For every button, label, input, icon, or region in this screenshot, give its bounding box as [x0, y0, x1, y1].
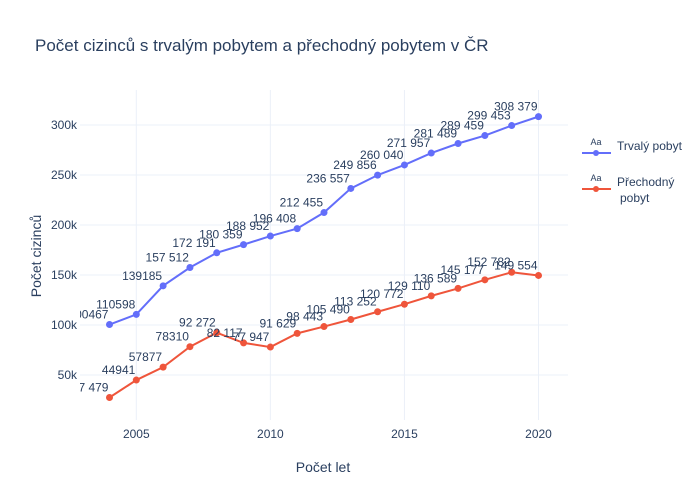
legend-label-cont: pobyt	[620, 191, 650, 205]
data-point	[427, 149, 435, 157]
data-point	[213, 329, 221, 337]
data-label: 78310	[156, 330, 190, 344]
data-point	[105, 394, 113, 402]
data-point	[293, 225, 301, 233]
data-point	[186, 343, 194, 351]
data-label: 271 957	[387, 136, 431, 150]
data-point	[374, 308, 382, 316]
data-point	[105, 321, 113, 329]
data-label: 308 379	[494, 100, 538, 114]
data-point	[374, 171, 382, 179]
legend-label: Trvalý pobyt	[617, 139, 683, 153]
data-label: 157 512	[146, 250, 190, 264]
data-point	[535, 271, 543, 279]
y-tick-label: 150k	[51, 268, 78, 282]
data-label: 236 557	[306, 171, 350, 185]
data-point	[481, 132, 489, 140]
legend-symbol-text: Aa	[590, 137, 601, 147]
data-label: 212 455	[280, 196, 324, 210]
data-point	[320, 323, 328, 331]
data-label: 82 117	[207, 326, 243, 340]
data-point	[240, 241, 248, 249]
y-tick-label: 50k	[58, 368, 78, 382]
data-point	[186, 263, 194, 271]
data-label: 196 408	[253, 212, 297, 226]
legend-label: Přechodný	[617, 175, 674, 189]
y-tick-label: 300k	[51, 118, 78, 132]
series-line-1	[109, 115, 539, 326]
data-label: 91 629	[259, 316, 296, 330]
data-point	[132, 376, 140, 384]
data-point	[508, 268, 516, 276]
y-tick-label: 250k	[51, 168, 78, 182]
data-point	[132, 310, 140, 318]
data-label: 98 443	[286, 310, 323, 324]
data-point	[347, 184, 355, 192]
y-tick-label: 100k	[51, 318, 78, 332]
data-label: 139185	[122, 269, 162, 283]
data-point	[320, 209, 328, 217]
x-tick-label: 2015	[391, 427, 418, 441]
data-point	[400, 300, 408, 308]
data-point	[454, 140, 462, 148]
data-point	[240, 339, 248, 347]
chart-title: Počet cizinců s trvalým pobytem a přecho…	[35, 36, 489, 55]
legend-symbol-text: Aa	[590, 173, 601, 183]
data-label: 110598	[96, 297, 135, 311]
data-label: 172 191	[172, 236, 216, 250]
data-point	[159, 282, 167, 290]
legend-marker	[593, 150, 599, 156]
data-point	[481, 276, 489, 284]
data-label: 113 252	[334, 295, 377, 309]
data-point	[535, 113, 543, 121]
data-label: 100467	[68, 308, 108, 322]
data-label: 145 177	[440, 263, 484, 277]
data-label: 77 947	[233, 330, 270, 344]
data-label: 129 110	[388, 279, 431, 293]
data-label: 44941	[102, 363, 136, 377]
data-point	[266, 343, 274, 351]
x-tick-label: 2020	[525, 427, 552, 441]
data-label: 152 782	[467, 255, 511, 269]
data-point	[266, 232, 274, 240]
data-point	[454, 284, 462, 292]
data-label: 92 272	[179, 316, 216, 330]
data-label: 149 554	[494, 258, 538, 272]
data-label: 57877	[129, 350, 163, 364]
data-label: 105 490	[306, 303, 350, 317]
data-point	[427, 292, 435, 300]
data-label: 281 489	[414, 127, 458, 141]
data-label: 27 479	[72, 381, 109, 395]
data-label: 299 453	[467, 109, 511, 123]
legend-marker	[593, 186, 599, 192]
y-axis-label: Počet cizinců	[28, 215, 44, 297]
data-point	[159, 363, 167, 371]
data-point	[293, 329, 301, 337]
data-point	[508, 122, 516, 130]
data-label: 136 589	[414, 271, 458, 285]
data-point	[347, 316, 355, 324]
data-label: 260 040	[360, 148, 404, 162]
x-tick-label: 2005	[123, 427, 150, 441]
data-label: 249 856	[333, 158, 377, 172]
data-label: 188 952	[226, 219, 270, 233]
y-tick-label: 200k	[51, 218, 78, 232]
x-tick-label: 2010	[257, 427, 284, 441]
data-label: 180 359	[199, 228, 243, 242]
data-label: 289 459	[440, 119, 484, 133]
data-label: 120 772	[360, 287, 404, 301]
data-point	[400, 161, 408, 169]
data-point	[213, 249, 221, 257]
x-axis-label: Počet let	[296, 459, 351, 475]
